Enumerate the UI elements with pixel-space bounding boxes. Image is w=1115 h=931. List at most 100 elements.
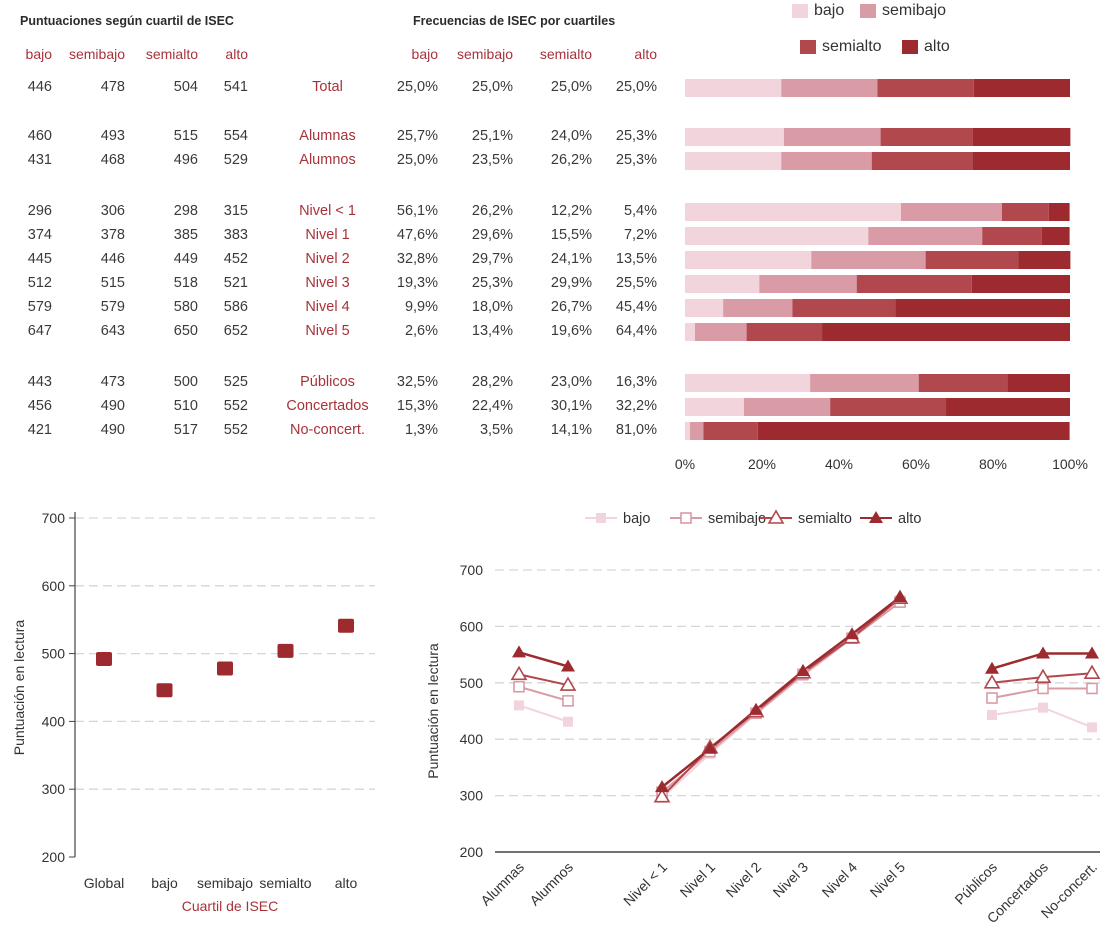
y-tick-label: 400 — [460, 731, 484, 747]
y-tick-label: 200 — [460, 844, 484, 860]
legend-swatch-semialto — [800, 40, 816, 54]
bar-segment-bajo-nivel-2 — [685, 251, 812, 269]
legend-swatch-alto — [902, 40, 918, 54]
y-tick-label: 200 — [42, 849, 66, 865]
marker-alto-no-concert — [1085, 646, 1099, 659]
series-line-alto — [518, 651, 569, 668]
legend-label-semialto: semialto — [822, 38, 882, 55]
y-tick-label: 300 — [460, 788, 484, 804]
freq-cell: 32,5% — [396, 374, 438, 390]
score-cell: 306 — [100, 203, 125, 219]
freq-header-bajo: bajo — [411, 46, 438, 62]
freq-cell: 25,1% — [471, 128, 513, 144]
bar-segment-bajo-alumnas — [685, 128, 784, 146]
freq-cell: 23,0% — [550, 374, 592, 390]
bar-segment-semibajo-no-concert — [690, 422, 704, 440]
bar-segment-alto-nivel-1 — [1041, 227, 1070, 245]
score-cell: 643 — [100, 323, 125, 339]
marker-bajo-alumnas — [514, 700, 524, 711]
x-tick-label-semialto: semialto — [259, 875, 311, 891]
bar-segment-semibajo-alumnos — [781, 152, 872, 170]
bar-legend: bajo semibajo semialto alto — [792, 2, 1092, 64]
legend-marker-semibajo — [680, 512, 692, 524]
score-cell: 512 — [27, 275, 52, 291]
y-tick-label: 500 — [460, 675, 484, 691]
bar-segment-semialto-alumnos — [871, 152, 973, 170]
bar-segment-semialto-concertados — [830, 398, 947, 416]
score-cell: 445 — [27, 251, 52, 267]
bar-segment-semialto-nivel-2 — [925, 251, 1019, 269]
row-label-nivel-1: Nivel 1 — [305, 227, 350, 243]
freq-cell: 81,0% — [615, 422, 657, 438]
marker-semibajo-no-concert — [1086, 682, 1098, 695]
score-cell: 431 — [27, 152, 52, 168]
row-label-nivel-3: Nivel 3 — [305, 275, 350, 291]
marker-semialto-nivel-1 — [653, 788, 671, 803]
score-cell: 504 — [173, 79, 198, 95]
marker-alto-alumnas — [512, 645, 526, 658]
score-cell: 579 — [27, 299, 52, 315]
freq-cell: 9,9% — [404, 299, 438, 315]
bar-segment-semibajo-nivel-1 — [868, 227, 983, 245]
score-cell: 525 — [223, 374, 248, 390]
freq-cell: 56,1% — [396, 203, 438, 219]
score-cell: 515 — [173, 128, 198, 144]
bar-segment-semibajo-nivel-5 — [695, 323, 747, 341]
freq-cell: 19,3% — [396, 275, 438, 291]
scores-table-title: Puntuaciones según cuartil de ISEC — [20, 14, 234, 28]
bar-segment-alto-alumnos — [972, 152, 1070, 170]
freq-cell: 25,3% — [615, 152, 657, 168]
score-header-semibajo: semibajo — [68, 46, 125, 62]
freq-cell: 13,4% — [471, 323, 513, 339]
score-cell: 478 — [100, 79, 125, 95]
x-tick-label: 60% — [902, 456, 930, 472]
bar-segment-alto-alumnas — [972, 128, 1071, 146]
bar-segment-semialto-total — [877, 79, 974, 97]
point-semialto — [277, 643, 294, 658]
marker-semialto-alumnas — [510, 665, 528, 681]
y-axis-title: Puntuación en lectura — [11, 620, 27, 756]
bar-segment-bajo-nivel-1 — [685, 227, 869, 245]
point-alto — [338, 618, 354, 633]
freq-cell: 47,6% — [396, 227, 438, 243]
x-tick-label-nivel-1: Nivel < 1 — [620, 859, 670, 909]
score-cell: 579 — [100, 299, 125, 315]
overall-score-chart: 200 300 400 500 600 700 Global bajo semibajo semi… — [11, 510, 375, 914]
point-semibajo — [217, 661, 233, 676]
freq-header-semibajo: semibajo — [456, 46, 513, 62]
bar-segment-semialto-nivel-5 — [746, 323, 823, 341]
legend-marker-semialto — [767, 509, 785, 524]
freq-cell: 22,4% — [471, 398, 513, 414]
bar-segment-semialto-nivel-3 — [856, 275, 972, 293]
freq-cell: 25,3% — [471, 275, 513, 291]
x-tick-label-nivel-3: Nivel 3 — [770, 859, 812, 901]
marker-semibajo-p-blicos — [986, 692, 998, 704]
marker-alto-nivel-4 — [845, 627, 859, 640]
x-axis-title: Cuartil de ISEC — [182, 898, 278, 914]
freq-cell: 25,3% — [615, 128, 657, 144]
score-header-bajo: bajo — [25, 46, 52, 62]
x-tick-label-nivel-2: Nivel 2 — [723, 859, 765, 901]
freq-cell: 28,2% — [471, 374, 513, 390]
score-cell: 446 — [100, 251, 125, 267]
bar-segment-semialto-no-concert — [703, 422, 758, 440]
freq-header-alto: alto — [634, 46, 657, 62]
x-tick-label-nivel-1: Nivel 1 — [677, 859, 719, 901]
bar-segment-bajo-total — [685, 79, 782, 97]
score-cell: 496 — [173, 152, 198, 168]
marker-alto-nivel-2 — [749, 702, 763, 715]
score-cell: 421 — [27, 422, 52, 438]
frequencies-table-title: Frecuencias de ISEC por cuartiles — [413, 14, 616, 28]
freq-cell: 24,1% — [550, 251, 592, 267]
marker-alto-alumnos — [561, 659, 575, 672]
freq-cell: 26,2% — [471, 203, 513, 219]
bar-segment-bajo-nivel-4 — [685, 299, 724, 317]
freq-cell: 7,2% — [623, 227, 657, 243]
x-tick-label-alto: alto — [335, 875, 358, 891]
bar-segment-semibajo-nivel-1 — [900, 203, 1002, 221]
freq-cell: 25,0% — [471, 79, 513, 95]
legend-item-semibajo: semibajo — [860, 2, 946, 20]
freq-cell: 19,6% — [550, 323, 592, 339]
marker-bajo-concertados — [1038, 702, 1048, 713]
x-tick-label-alumnas: Alumnas — [477, 859, 527, 909]
